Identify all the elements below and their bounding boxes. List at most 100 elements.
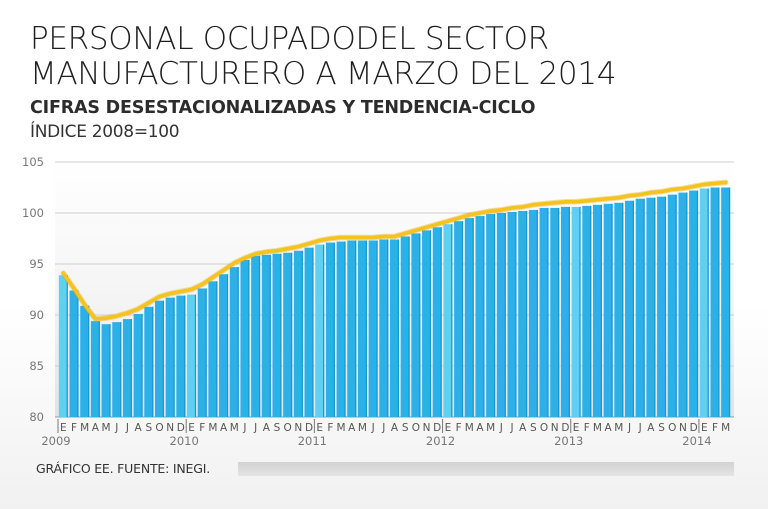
- bar-edge: [290, 252, 293, 417]
- bar: [379, 239, 389, 417]
- bar: [325, 242, 335, 417]
- bar-edge: [568, 206, 570, 417]
- bar: [336, 241, 346, 417]
- bar: [208, 281, 218, 417]
- x-tick-label: J: [509, 422, 513, 434]
- bar: [261, 254, 271, 417]
- bar: [69, 290, 79, 417]
- x-tick-label: A: [135, 422, 143, 434]
- bar-edge: [440, 227, 442, 417]
- bar: [550, 207, 560, 417]
- x-tick-label: S: [658, 422, 665, 434]
- bar: [368, 240, 378, 417]
- bar: [272, 253, 282, 417]
- chart-subtitle: CIFRAS DESESTACIONALIZADAS Y TENDENCIA-C…: [30, 98, 536, 118]
- bar: [710, 187, 720, 417]
- bar-edge: [269, 254, 271, 417]
- bar-edge: [558, 207, 560, 417]
- bar: [283, 252, 293, 417]
- bar: [635, 198, 645, 417]
- bar-edge: [504, 213, 506, 417]
- year-label: 2009: [41, 434, 70, 448]
- bar-edge: [622, 202, 624, 417]
- x-tick-label: E: [701, 422, 708, 434]
- bar: [154, 300, 164, 417]
- bar-edge: [280, 253, 282, 417]
- bar: [571, 206, 581, 417]
- chart-title-line-1: PERSONAL OCUPADODEL SECTOR: [30, 21, 549, 57]
- bar-edge: [205, 288, 207, 417]
- bar-edge: [333, 242, 335, 417]
- bar-edge: [98, 321, 100, 417]
- y-tick-label: 90: [29, 308, 44, 322]
- bar-edge: [152, 306, 154, 417]
- bar-edge: [696, 190, 699, 417]
- year-label: 2011: [298, 434, 327, 448]
- bar: [187, 294, 197, 417]
- x-tick-label: J: [381, 422, 385, 434]
- bar-edge: [216, 281, 218, 417]
- x-tick-label: E: [188, 422, 195, 434]
- x-tick-label: D: [561, 422, 569, 434]
- bar-edge: [194, 294, 197, 417]
- bar-edge: [77, 290, 79, 417]
- bar-edge: [664, 196, 667, 417]
- chart-title-line-2: MANUFACTURERO A MARZO DEL 2014: [30, 56, 617, 92]
- bar-edge: [547, 207, 549, 417]
- bar-edge: [312, 247, 314, 417]
- bar: [240, 259, 250, 417]
- x-tick-label: S: [274, 422, 281, 434]
- bar-edge: [130, 319, 132, 417]
- bar: [443, 224, 453, 417]
- x-tick-label: E: [445, 422, 452, 434]
- bar: [176, 295, 186, 417]
- x-tick-label: N: [551, 422, 559, 434]
- bar-edge: [600, 204, 602, 417]
- bar: [390, 239, 399, 417]
- x-tick-label: A: [348, 422, 356, 434]
- bar-edge: [184, 295, 186, 417]
- bar-edge: [226, 274, 229, 417]
- y-tick-label: 95: [29, 257, 44, 271]
- x-tick-label: O: [412, 422, 420, 434]
- bar: [454, 221, 464, 417]
- bar-edge: [632, 200, 635, 417]
- bar: [625, 200, 635, 417]
- bar-edge: [109, 324, 111, 417]
- x-tick-label: E: [316, 422, 323, 434]
- x-tick-label: D: [177, 422, 185, 434]
- bar: [496, 213, 506, 417]
- bar-edge: [675, 194, 677, 417]
- y-tick-label: 80: [29, 410, 44, 424]
- bar-edge: [355, 240, 357, 417]
- bar: [58, 275, 68, 417]
- bar: [507, 211, 517, 417]
- x-tick-label: M: [721, 422, 730, 434]
- year-label: 2013: [554, 434, 583, 448]
- bar: [293, 250, 303, 417]
- x-tick-label: J: [627, 422, 631, 434]
- bar: [133, 313, 143, 417]
- bar: [699, 188, 709, 417]
- x-tick-label: O: [540, 422, 548, 434]
- bar-edge: [248, 259, 250, 417]
- x-tick-label: M: [102, 422, 111, 434]
- bar: [582, 205, 592, 417]
- x-tick-label: M: [337, 422, 346, 434]
- x-tick-label: M: [230, 422, 239, 434]
- bar: [667, 194, 677, 417]
- bar: [197, 288, 207, 417]
- trend-line: [61, 180, 728, 321]
- x-tick-label: O: [155, 422, 163, 434]
- bar-edge: [536, 209, 538, 417]
- bar-edge: [323, 244, 325, 417]
- bar-edge: [66, 275, 68, 417]
- bar: [657, 196, 667, 417]
- bar-edge: [590, 205, 592, 417]
- x-tick-label: F: [327, 422, 333, 434]
- bar-edge: [237, 267, 239, 417]
- bar-edge: [387, 239, 389, 417]
- bar-edge: [515, 211, 517, 417]
- bar-edge: [643, 198, 645, 417]
- bar: [251, 255, 261, 417]
